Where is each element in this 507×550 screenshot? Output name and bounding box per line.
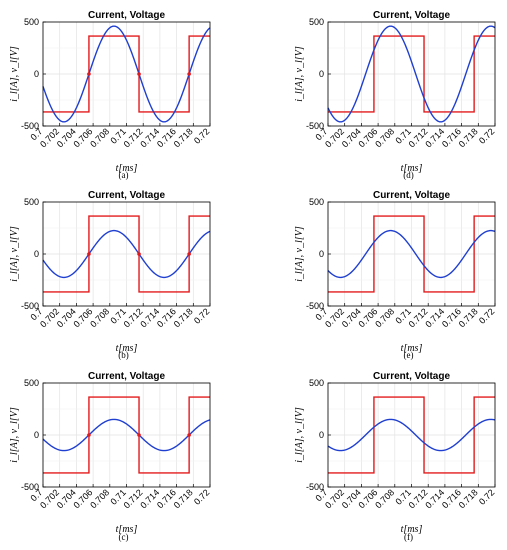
- current-sine-series: [42, 229, 211, 279]
- x-axis-label: t[ms]: [116, 343, 138, 354]
- y-tick-label: 0: [34, 69, 39, 79]
- current-sine-series: [42, 418, 211, 452]
- voltage-square-series: [328, 396, 495, 474]
- panel-label: (e): [404, 350, 414, 360]
- y-axis-label: i_l[A], v_l[V]: [9, 226, 20, 282]
- x-tick-label: 0.708: [373, 126, 396, 149]
- y-tick-label: 500: [309, 17, 324, 27]
- x-tick-label: 0.72: [192, 487, 211, 506]
- x-tick-label: 0.718: [457, 487, 480, 510]
- x-tick-label: 0.708: [373, 487, 396, 510]
- current-sine-series: [327, 25, 496, 123]
- y-tick-label: 0: [319, 69, 324, 79]
- y-axis-label: i_l[A], v_l[V]: [294, 46, 305, 102]
- zero-crossing-marker: [137, 433, 141, 437]
- x-tick-label: 0.72: [477, 126, 496, 145]
- y-tick-label: 500: [24, 197, 39, 207]
- y-tick-label: -500: [21, 121, 39, 131]
- x-tick-label: 0.708: [88, 126, 111, 149]
- voltage-square-series: [328, 215, 495, 293]
- panel-label: (c): [119, 532, 129, 542]
- chart-title: Current, Voltage: [88, 10, 165, 21]
- chart-title: Current, Voltage: [373, 10, 450, 21]
- chart-panel-a: 5000-5000.70.7020.7040.7060.7080.710.712…: [9, 10, 211, 180]
- x-axis-label: t[ms]: [116, 163, 138, 174]
- x-tick-label: 0.708: [88, 306, 111, 329]
- chart-panel-b: 5000-5000.70.7020.7040.7060.7080.710.712…: [9, 190, 211, 360]
- x-tick-label: 0.718: [457, 126, 480, 149]
- x-tick-label: 0.718: [172, 487, 195, 510]
- y-tick-label: 0: [34, 249, 39, 259]
- y-axis-label: i_l[A], v_l[V]: [294, 407, 305, 463]
- x-axis-label: t[ms]: [401, 524, 423, 535]
- zero-crossing-marker: [87, 72, 91, 76]
- x-tick-label: 0.718: [172, 306, 195, 329]
- x-tick-label: 0.718: [172, 126, 195, 149]
- zero-crossing-marker: [137, 72, 141, 76]
- chart-title: Current, Voltage: [373, 190, 450, 201]
- x-tick-label: 0.72: [477, 487, 496, 506]
- panel-label: (a): [119, 170, 129, 180]
- x-tick-label: 0.708: [373, 306, 396, 329]
- current-sine-series: [327, 229, 496, 279]
- y-tick-label: -500: [306, 482, 324, 492]
- zero-crossing-marker: [187, 72, 191, 76]
- zero-crossing-marker: [87, 433, 91, 437]
- chart-panel-d: 5000-5000.70.7020.7040.7060.7080.710.712…: [294, 10, 496, 180]
- y-axis-label: i_l[A], v_l[V]: [9, 407, 20, 463]
- zero-crossing-marker: [87, 252, 91, 256]
- x-axis-label: t[ms]: [116, 524, 138, 535]
- chart-panel-e: 5000-5000.70.7020.7040.7060.7080.710.712…: [294, 190, 496, 360]
- panel-label: (d): [403, 170, 414, 180]
- x-tick-label: 0.72: [192, 306, 211, 325]
- y-tick-label: -500: [306, 301, 324, 311]
- zero-crossing-marker: [187, 252, 191, 256]
- x-tick-label: 0.72: [477, 306, 496, 325]
- chart-title: Current, Voltage: [373, 371, 450, 382]
- y-tick-label: 500: [24, 378, 39, 388]
- x-axis-label: t[ms]: [401, 343, 423, 354]
- x-tick-label: 0.72: [192, 126, 211, 145]
- y-tick-label: 500: [24, 17, 39, 27]
- current-sine-series: [42, 25, 211, 123]
- x-tick-label: 0.718: [457, 306, 480, 329]
- x-axis-label: t[ms]: [401, 163, 423, 174]
- y-axis-label: i_l[A], v_l[V]: [9, 46, 20, 102]
- y-tick-label: -500: [21, 301, 39, 311]
- zero-crossing-marker: [137, 252, 141, 256]
- y-tick-label: 500: [309, 378, 324, 388]
- chart-title: Current, Voltage: [88, 190, 165, 201]
- x-tick-label: 0.708: [88, 487, 111, 510]
- y-tick-label: -500: [306, 121, 324, 131]
- y-tick-label: 0: [319, 249, 324, 259]
- chart-panel-c: 5000-5000.70.7020.7040.7060.7080.710.712…: [9, 371, 211, 542]
- y-tick-label: 0: [34, 430, 39, 440]
- y-tick-label: -500: [21, 482, 39, 492]
- panel-label: (b): [118, 350, 129, 360]
- y-tick-label: 500: [309, 197, 324, 207]
- y-tick-label: 0: [319, 430, 324, 440]
- chart-title: Current, Voltage: [88, 371, 165, 382]
- panel-label: (f): [404, 532, 413, 542]
- y-axis-label: i_l[A], v_l[V]: [294, 226, 305, 282]
- current-sine-series: [327, 418, 496, 452]
- zero-crossing-marker: [187, 433, 191, 437]
- chart-panel-f: 5000-5000.70.7020.7040.7060.7080.710.712…: [294, 371, 496, 542]
